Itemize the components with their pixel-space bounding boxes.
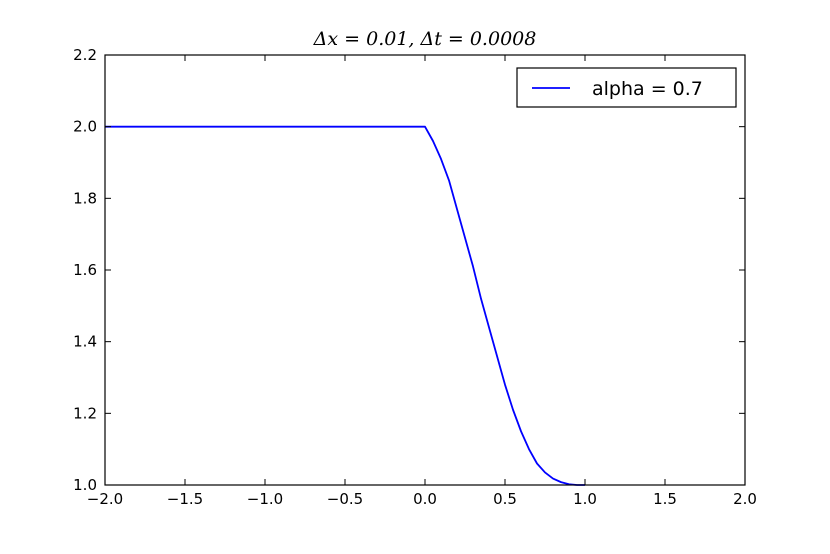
x-tick-label: 0.0 xyxy=(413,490,437,508)
x-tick-label: 1.0 xyxy=(573,490,597,508)
chart-title: Δx = 0.01, Δt = 0.0008 xyxy=(313,28,537,50)
y-tick-label: 1.8 xyxy=(73,189,97,207)
legend: alpha = 0.7 xyxy=(516,67,737,108)
x-tick-label: 0.5 xyxy=(493,490,517,508)
y-tick-label: 1.0 xyxy=(73,476,97,494)
y-tick-label: 2.0 xyxy=(73,118,97,136)
x-tick-label: −1.0 xyxy=(247,490,283,508)
legend-label: alpha = 0.7 xyxy=(592,78,703,100)
y-tick-label: 1.2 xyxy=(73,404,97,422)
y-tick-label: 2.2 xyxy=(73,46,97,64)
x-tick-label: 2.0 xyxy=(733,490,757,508)
x-tick-label: −1.5 xyxy=(167,490,203,508)
x-tick-label: 1.5 xyxy=(653,490,677,508)
plot-layer xyxy=(105,125,585,486)
y-tick-label: 1.4 xyxy=(73,333,97,351)
axes-frame xyxy=(104,54,746,486)
x-tick-label: −2.0 xyxy=(87,490,123,508)
series-line xyxy=(105,125,585,486)
y-tick-label: 1.6 xyxy=(73,261,97,279)
ticks-layer: −2.0 −1.5 −1.0 −0.5 0.0 0.5 1.0 1.5 2.0 1.0 1.2 1.4… xyxy=(73,46,757,508)
x-tick-label: −0.5 xyxy=(327,490,363,508)
legend-box xyxy=(516,67,737,108)
